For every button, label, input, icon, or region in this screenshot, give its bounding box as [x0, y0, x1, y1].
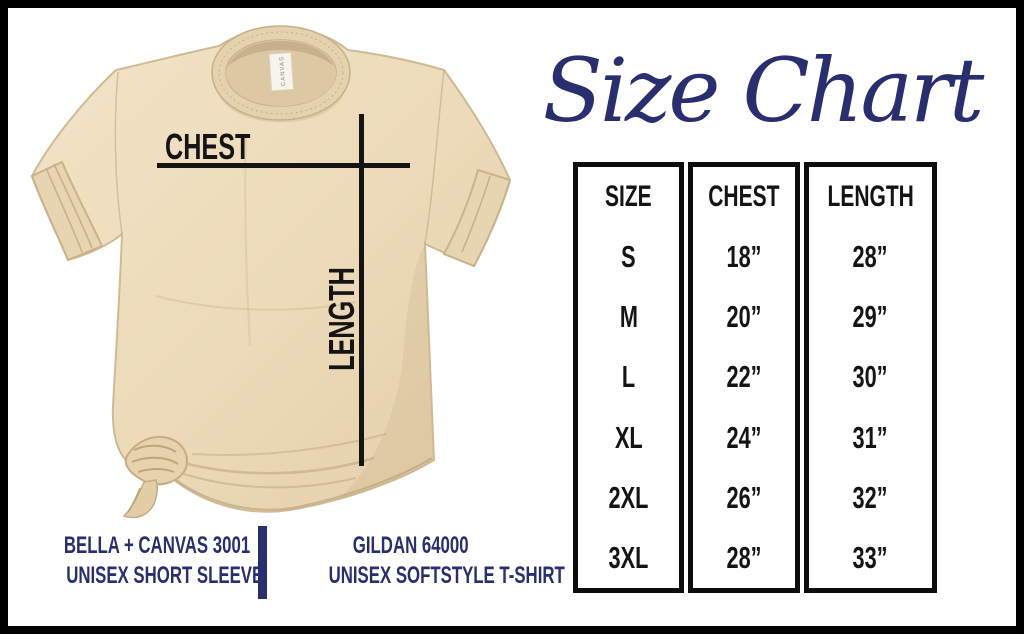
length-cell: 33”: [852, 539, 888, 575]
footer-bella-line2: UNISEX SHORT SLEEVE: [66, 562, 264, 589]
collar: [211, 25, 351, 121]
length-cell: 32”: [852, 479, 888, 515]
size-column: SIZE S M L XL 2XL 3XL: [573, 162, 684, 593]
size-cell: 2XL: [608, 479, 649, 515]
chest-cell: 20”: [726, 299, 762, 335]
size-table: SIZE S M L XL 2XL 3XL CHEST 18” 20” 22” …: [573, 162, 937, 593]
tshirt-photo: CANVAS: [30, 25, 512, 519]
chest-measure-line: [157, 163, 410, 168]
chest-column: CHEST 18” 20” 22” 24” 26” 28”: [687, 162, 800, 593]
chest-label: CHEST: [165, 126, 251, 167]
length-column: LENGTH 28” 29” 30” 31” 32” 33”: [803, 162, 937, 593]
length-cell: 28”: [852, 239, 888, 275]
column-header-chest: CHEST: [708, 180, 780, 214]
column-header-length: LENGTH: [827, 180, 914, 214]
length-label: LENGTH: [321, 267, 362, 371]
neck-tag-text: CANVAS: [279, 56, 287, 87]
footer-gildan: GILDAN 64000 UNISEX SOFTSTYLE T-SHIRT: [278, 531, 565, 591]
size-cell: L: [621, 359, 636, 395]
knot: [122, 436, 188, 519]
left-sleeve-cuff: [30, 160, 104, 262]
right-sleeve-cuff: [442, 168, 512, 268]
length-cell: 30”: [852, 359, 888, 395]
size-cell: XL: [614, 419, 643, 455]
size-cell: 3XL: [608, 539, 649, 575]
length-measure-line: [359, 114, 364, 466]
chest-cell: 28”: [726, 539, 762, 575]
footer-gildan-line2: UNISEX SOFTSTYLE T-SHIRT: [328, 562, 565, 589]
footer-divider: [258, 526, 267, 599]
size-cell: M: [619, 299, 638, 335]
length-cell: 31”: [852, 419, 888, 455]
chest-cell: 24”: [726, 419, 762, 455]
size-cell: S: [621, 239, 636, 275]
footer-gildan-line1: GILDAN 64000: [353, 532, 469, 559]
length-cell: 29”: [852, 299, 888, 335]
chest-cell: 18”: [726, 239, 762, 275]
footer-bella-canvas: BELLA + CANVAS 3001 UNISEX SHORT SLEEVE: [24, 531, 264, 591]
page-title: Size Chart: [542, 38, 985, 142]
footer-bella-line1: BELLA + CANVAS 3001: [63, 532, 251, 559]
chest-cell: 22”: [726, 359, 762, 395]
neck-tag: CANVAS: [268, 51, 295, 92]
column-header-size: SIZE: [605, 180, 652, 214]
chest-cell: 26”: [726, 479, 762, 515]
